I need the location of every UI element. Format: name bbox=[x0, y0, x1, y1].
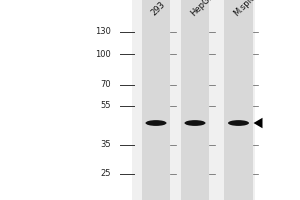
Polygon shape bbox=[254, 118, 262, 128]
Ellipse shape bbox=[228, 120, 249, 126]
Bar bbox=[132, 0, 255, 200]
Text: 130: 130 bbox=[95, 27, 111, 36]
Text: 70: 70 bbox=[100, 80, 111, 89]
Text: HepG2: HepG2 bbox=[189, 0, 215, 18]
Text: 55: 55 bbox=[100, 101, 111, 110]
Ellipse shape bbox=[146, 120, 167, 126]
Text: M.spleen: M.spleen bbox=[232, 0, 265, 18]
Text: 293: 293 bbox=[150, 0, 167, 18]
Bar bbox=[181, 0, 209, 200]
Text: 35: 35 bbox=[100, 140, 111, 149]
Bar bbox=[142, 0, 170, 200]
Text: 25: 25 bbox=[100, 169, 111, 178]
Bar bbox=[224, 0, 253, 200]
Ellipse shape bbox=[184, 120, 206, 126]
Text: 100: 100 bbox=[95, 50, 111, 59]
